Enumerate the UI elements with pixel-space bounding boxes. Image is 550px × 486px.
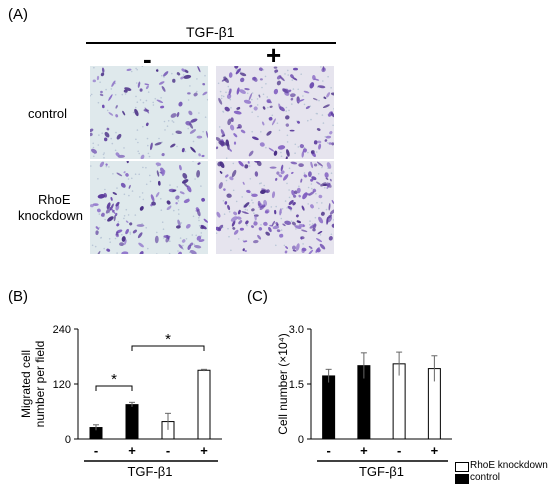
x-tick-label: - — [397, 443, 401, 458]
row-label-knockdown: knockdown — [18, 208, 84, 223]
row-label-control: control — [28, 106, 68, 121]
micrograph-rhoe-minus — [90, 161, 208, 254]
bar — [197, 369, 211, 440]
bar — [125, 404, 139, 440]
significance-bracket — [95, 385, 133, 391]
y-tick-label: 120 — [53, 379, 71, 391]
legend-swatch-control — [455, 474, 469, 484]
micrograph-control-plus — [216, 66, 334, 159]
y-axis-label: number per field — [33, 341, 47, 428]
bar — [322, 375, 336, 440]
y-tick-label: 0 — [65, 434, 71, 446]
x-tick-label: + — [128, 443, 136, 458]
significance-bracket — [131, 345, 205, 351]
tgf-header-rule — [86, 42, 336, 44]
x-axis-label: TGF-β1 — [127, 464, 172, 479]
legend-label-rhoe: RhoE knockdown — [470, 460, 548, 471]
x-tick-label: + — [431, 443, 439, 458]
legend-label-control: control — [470, 472, 501, 483]
panel-c-label: (C) — [247, 288, 268, 305]
x-axis-label: TGF-β1 — [359, 464, 404, 479]
y-tick-label: 0 — [298, 434, 304, 446]
chart-b: 0 120 240 Migrated cell number per field - + - +… — [19, 324, 222, 479]
significance-star: * — [111, 371, 117, 388]
micrograph-control-minus — [90, 66, 208, 159]
column-label-minus: - — [143, 44, 152, 74]
x-tick-label: + — [360, 443, 368, 458]
micrograph-rhoe-plus — [216, 161, 334, 254]
y-tick-label: 3.0 — [289, 324, 304, 336]
x-tick-label: - — [326, 443, 330, 458]
tgf-header: TGF-β1 — [186, 24, 235, 40]
row-label-rhoe: RhoE — [38, 192, 71, 207]
panel-b-label: (B) — [8, 288, 28, 305]
y-tick-label: 1.5 — [289, 379, 304, 391]
legend-swatch-rhoe — [455, 462, 469, 472]
significance-star: * — [165, 331, 171, 348]
x-tick-label: + — [200, 443, 208, 458]
y-axis-label: Cell number (×10⁴) — [276, 333, 290, 435]
x-tick-label: - — [94, 443, 98, 458]
column-label-plus: + — [266, 40, 282, 70]
x-tick-label: - — [166, 443, 170, 458]
panel-a-label: (A) — [8, 6, 28, 23]
y-axis-label: Migrated cell — [19, 350, 33, 418]
y-tick-label: 240 — [53, 324, 71, 336]
